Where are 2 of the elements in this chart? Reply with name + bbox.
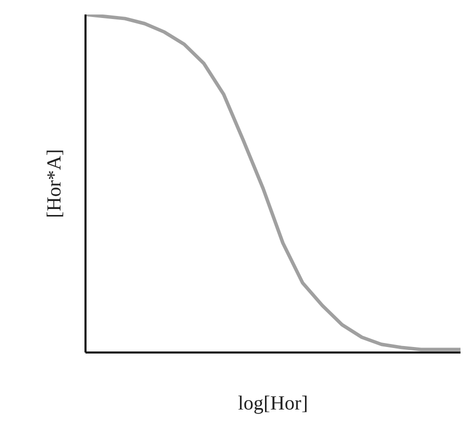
y-axis-title: [Hor*A] <box>44 149 66 218</box>
x-axis-title: log[Hor] <box>238 392 308 414</box>
